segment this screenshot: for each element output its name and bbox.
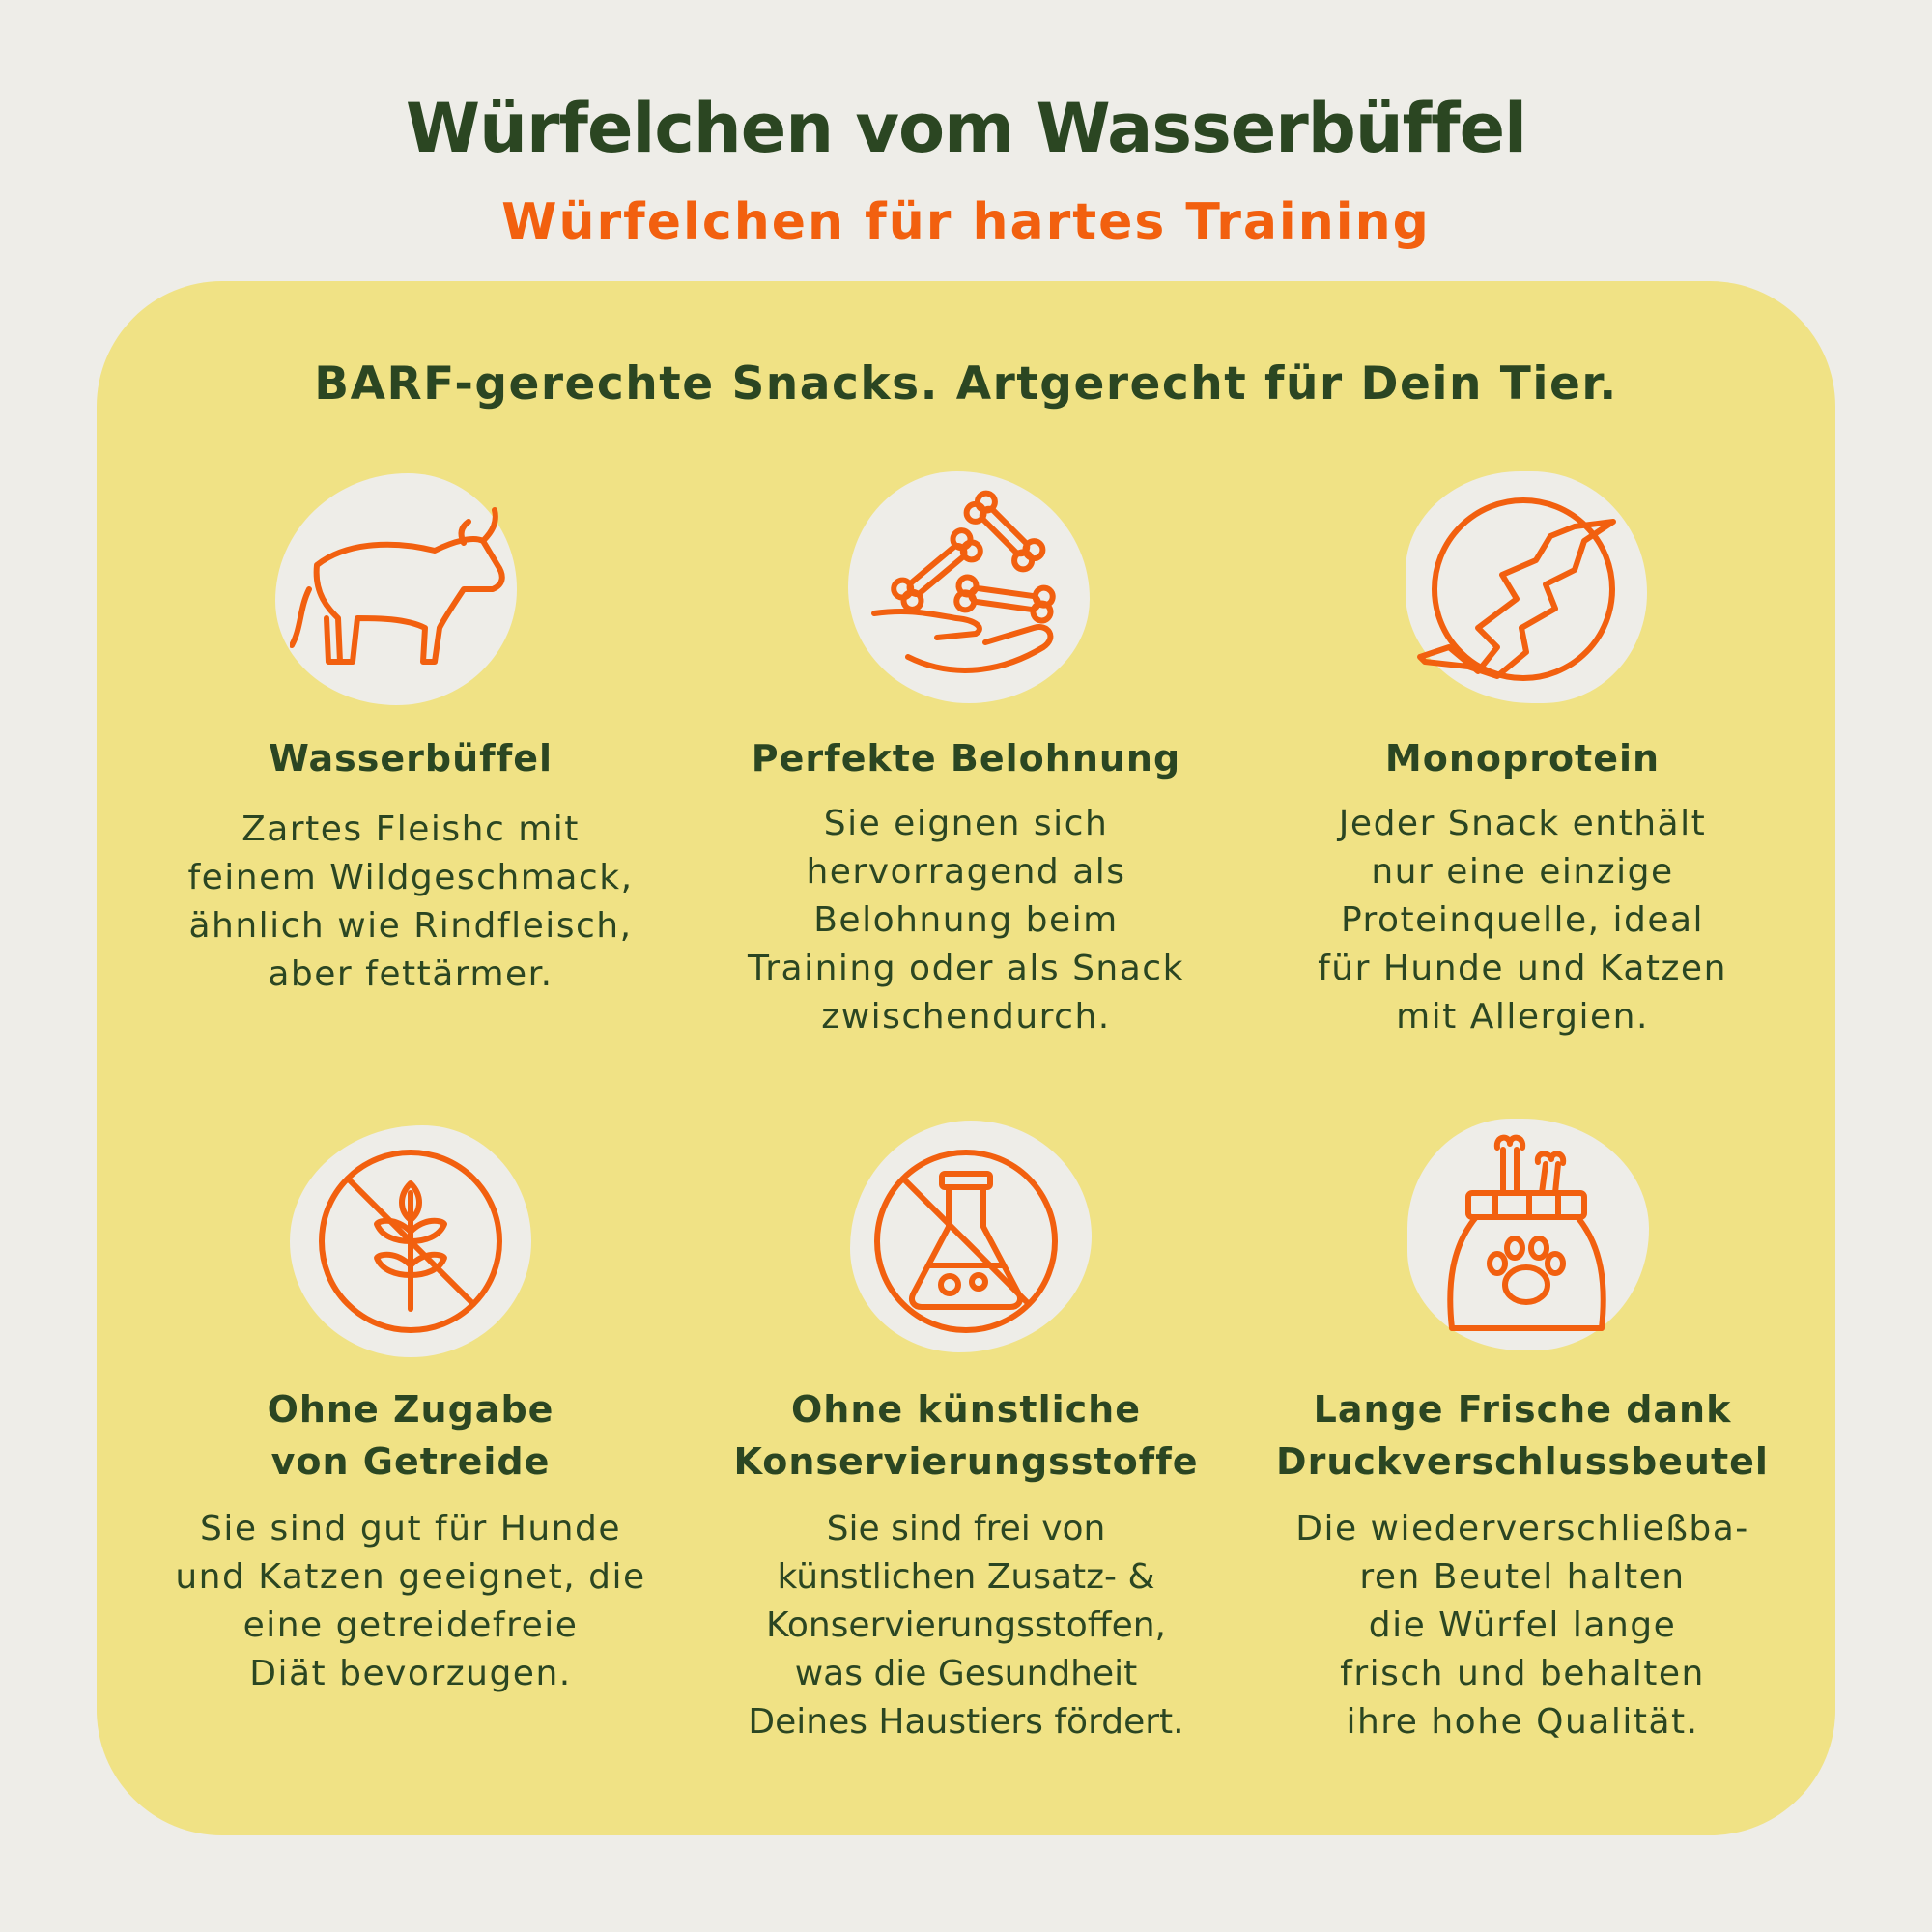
description-line: Jeder Snack enthält — [1338, 804, 1707, 843]
feature-title: Ohne Zugabe von Getreide — [130, 1383, 691, 1488]
title-line: Druckverschlussbeutel — [1276, 1440, 1769, 1483]
feature-description: Die wiederverschließba- ren Beutel halte… — [1242, 1505, 1803, 1747]
feature-no-preservatives: Ohne künstliche Konservierungsstoffe Sie… — [686, 1383, 1246, 1747]
description-line: Deines Haustiers fördert. — [748, 1702, 1184, 1742]
description-line: Diät bevorzugen. — [249, 1654, 572, 1693]
description-line: was die Gesundheit — [794, 1654, 1138, 1693]
title-line: Lange Frische dank — [1313, 1388, 1732, 1431]
icon-background — [850, 1121, 1092, 1352]
description-line: eine getreidefreie — [242, 1605, 579, 1645]
description-line: ähnlich wie Rindfleisch, — [188, 906, 633, 946]
feature-title: Lange Frische dank Druckverschlussbeutel — [1242, 1383, 1803, 1488]
feature-title: Wasserbüffel — [268, 737, 554, 780]
description-line: Sie sind frei von — [826, 1509, 1106, 1548]
feature-description: Sie eignen sich hervorragend als Belohnu… — [686, 800, 1246, 1041]
title-line: Ohne künstliche — [791, 1388, 1141, 1431]
description-line: Training oder als Snack — [748, 949, 1184, 988]
feature-water-buffalo: Wasserbüffel Zartes Fleishc mit feinem W… — [130, 732, 691, 999]
page-title: Würfelchen vom Wasserbüffel — [405, 89, 1527, 168]
page-subtitle: Würfelchen für hartes Training — [501, 193, 1431, 251]
description-line: Konservierungsstoffen, — [766, 1605, 1166, 1645]
description-line: frisch und behalten — [1340, 1654, 1705, 1693]
feature-resealable-bag: Lange Frische dank Druckverschlussbeutel… — [1242, 1383, 1803, 1747]
feature-description: Sie sind frei von künstlichen Zusatz- & … — [686, 1505, 1246, 1747]
feature-title: Monoprotein — [1384, 737, 1661, 780]
no-preservatives-icon — [874, 1150, 1058, 1333]
hand-with-bones-icon — [871, 490, 1056, 673]
description-line: aber fettärmer. — [268, 954, 554, 994]
title-line: von Getreide — [270, 1440, 551, 1483]
feature-title: Perfekte Belohnung — [751, 737, 1181, 780]
feature-perfect-reward: Perfekte Belohnung Sie eignen sich hervo… — [686, 732, 1246, 1041]
feature-description: Zartes Fleishc mit feinem Wildgeschmack,… — [130, 806, 691, 999]
panel-heading: BARF-gerechte Snacks. Artgerecht für Dei… — [314, 357, 1618, 411]
description-line: für Hunde und Katzen — [1318, 949, 1727, 988]
feature-description: Sie sind gut für Hunde und Katzen geeign… — [130, 1505, 691, 1698]
grain-free-icon — [319, 1150, 502, 1333]
description-line: hervorragend als — [806, 852, 1126, 892]
description-line: mit Allergien. — [1396, 997, 1649, 1037]
description-line: Proteinquelle, ideal — [1340, 900, 1705, 940]
description-line: Sie eignen sich — [823, 804, 1109, 843]
description-line: feinem Wildgeschmack, — [187, 858, 634, 897]
description-line: Belohnung beim — [813, 900, 1119, 940]
description-line: Zartes Fleishc mit — [242, 810, 580, 849]
description-line: Sie sind gut für Hunde — [200, 1509, 621, 1548]
feature-grain-free: Ohne Zugabe von Getreide Sie sind gut fü… — [130, 1383, 691, 1698]
description-line: künstlichen Zusatz- & — [777, 1557, 1155, 1597]
feature-monoprotein: Monoprotein Jeder Snack enthält nur eine… — [1242, 732, 1803, 1041]
feature-description: Jeder Snack enthält nur eine einzige Pro… — [1242, 800, 1803, 1041]
title-line: Konservierungsstoffe — [733, 1440, 1199, 1483]
water-buffalo-icon — [290, 507, 505, 665]
title-line: Ohne Zugabe — [267, 1388, 554, 1431]
description-line: nur eine einzige — [1371, 852, 1674, 892]
feature-title: Ohne künstliche Konservierungsstoffe — [686, 1383, 1246, 1488]
resealable-bag-icon — [1447, 1134, 1606, 1331]
description-line: und Katzen geeignet, die — [175, 1557, 646, 1597]
description-line: die Würfel lange — [1368, 1605, 1677, 1645]
description-line: ren Beutel halten — [1359, 1557, 1686, 1597]
description-line: Die wiederverschließba- — [1295, 1509, 1749, 1548]
description-line: ihre hohe Qualität. — [1346, 1702, 1699, 1742]
description-line: zwischendurch. — [821, 997, 1111, 1037]
single-protein-icon — [1417, 497, 1616, 681]
